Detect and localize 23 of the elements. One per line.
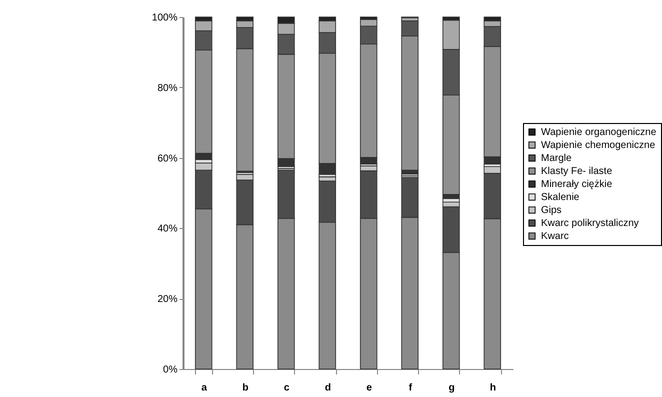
x-tick-label: f xyxy=(408,382,413,394)
legend-label: Klasty Fe- ilaste xyxy=(541,166,613,177)
x-tick-label: b xyxy=(242,382,248,394)
legend-label: Skalenie xyxy=(541,192,580,203)
y-tick-label: 80% xyxy=(157,82,178,94)
y-tick-label: 40% xyxy=(157,224,178,235)
x-tick-label: g xyxy=(448,382,455,394)
legend-label: Minerały ciężkie xyxy=(541,179,613,190)
legend-label: Kwarc xyxy=(541,231,569,242)
y-tick-label: 60% xyxy=(157,153,178,164)
legend-label: Margle xyxy=(541,153,572,164)
y-tick-label: 0% xyxy=(163,364,178,376)
legend-label: Wapienie chemogeniczne xyxy=(541,140,656,151)
legend-label: Wapienie organogeniczne xyxy=(541,127,657,138)
x-tick-label: h xyxy=(490,382,496,394)
x-tick-label: e xyxy=(366,382,372,394)
y-tick-label: 100% xyxy=(152,12,178,24)
legend-label: Kwarc polikrystaliczny xyxy=(541,218,639,229)
x-tick-label: a xyxy=(201,382,208,394)
legend-label: Gips xyxy=(541,205,562,216)
y-tick-label: 20% xyxy=(157,294,178,306)
x-tick-label: c xyxy=(284,382,290,394)
x-tick-label: d xyxy=(324,382,331,394)
